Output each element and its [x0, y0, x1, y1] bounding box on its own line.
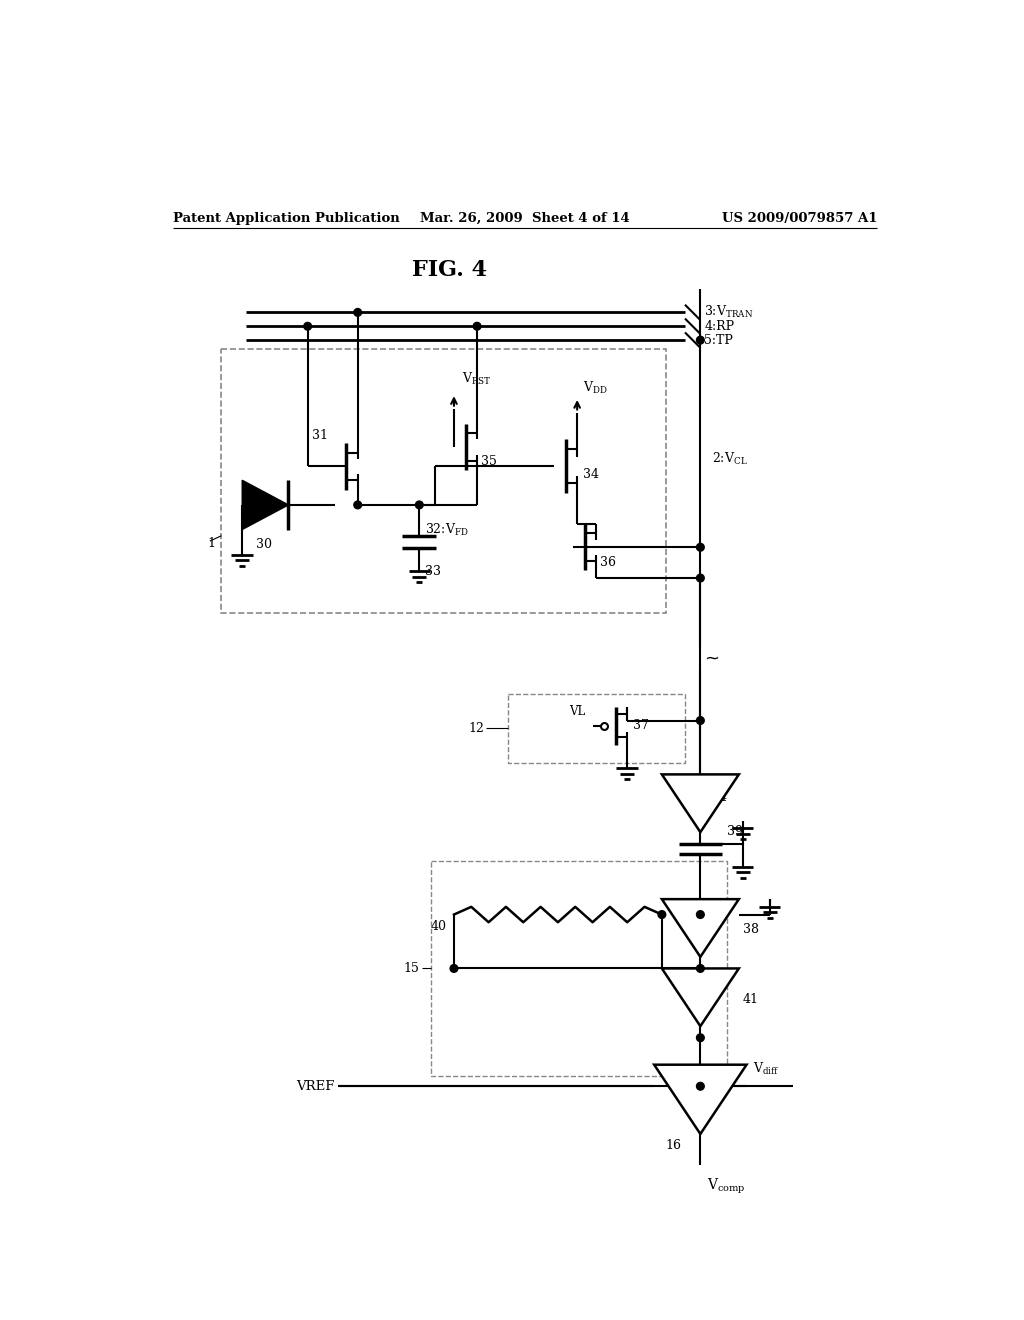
Circle shape	[696, 544, 705, 552]
Text: 30: 30	[256, 539, 272, 552]
Text: 33: 33	[425, 565, 441, 578]
Text: 5:TP: 5:TP	[705, 334, 733, 347]
Circle shape	[304, 322, 311, 330]
Text: 38: 38	[742, 924, 759, 936]
Text: 16: 16	[666, 1139, 682, 1152]
Text: FIG. 4: FIG. 4	[412, 259, 486, 281]
Text: Patent Application Publication: Patent Application Publication	[173, 213, 399, 224]
Circle shape	[696, 1034, 705, 1041]
Text: 37: 37	[633, 719, 648, 733]
Polygon shape	[662, 899, 739, 957]
Text: VREF: VREF	[296, 1080, 335, 1093]
Text: Mar. 26, 2009  Sheet 4 of 14: Mar. 26, 2009 Sheet 4 of 14	[420, 213, 630, 224]
Text: 4:RP: 4:RP	[705, 319, 734, 333]
Polygon shape	[662, 969, 739, 1026]
Text: 39: 39	[727, 825, 743, 837]
Text: 35: 35	[481, 454, 497, 467]
Circle shape	[354, 502, 361, 508]
Circle shape	[696, 337, 705, 345]
Text: 32:V$_{\mathregular{FD}}$: 32:V$_{\mathregular{FD}}$	[425, 521, 469, 539]
Circle shape	[696, 717, 705, 725]
Text: 40: 40	[431, 920, 446, 933]
Text: VL: VL	[569, 705, 586, 718]
Text: V$_{\mathregular{diff}}$: V$_{\mathregular{diff}}$	[753, 1061, 779, 1077]
Circle shape	[696, 1082, 705, 1090]
Text: 2:V$_{\mathregular{CL}}$: 2:V$_{\mathregular{CL}}$	[712, 450, 748, 467]
Text: 34: 34	[583, 467, 599, 480]
Text: 1: 1	[208, 537, 216, 550]
Text: 12: 12	[469, 722, 484, 735]
Text: −: −	[706, 1078, 718, 1094]
Circle shape	[416, 502, 423, 508]
Circle shape	[658, 911, 666, 919]
Circle shape	[696, 965, 705, 973]
Text: V$_{\mathregular{RST}}$: V$_{\mathregular{RST}}$	[462, 371, 492, 387]
Text: 3:V$_{\mathregular{TRAN}}$: 3:V$_{\mathregular{TRAN}}$	[705, 305, 754, 321]
Text: V$_{\mathregular{comp}}$: V$_{\mathregular{comp}}$	[707, 1176, 745, 1196]
Polygon shape	[243, 480, 289, 529]
Text: 15: 15	[403, 962, 419, 975]
Circle shape	[354, 309, 361, 317]
Circle shape	[451, 965, 458, 973]
Circle shape	[473, 322, 481, 330]
Text: 14: 14	[712, 791, 728, 804]
Circle shape	[696, 911, 705, 919]
Text: 36: 36	[600, 556, 616, 569]
Text: US 2009/0079857 A1: US 2009/0079857 A1	[722, 213, 878, 224]
Polygon shape	[654, 1065, 746, 1134]
Text: V$_{\mathregular{DD}}$: V$_{\mathregular{DD}}$	[583, 379, 607, 396]
Text: 31: 31	[311, 429, 328, 442]
Circle shape	[696, 574, 705, 582]
Text: ~: ~	[705, 649, 719, 668]
Text: 41: 41	[742, 993, 759, 1006]
Text: +: +	[675, 1080, 687, 1093]
Polygon shape	[662, 775, 739, 832]
